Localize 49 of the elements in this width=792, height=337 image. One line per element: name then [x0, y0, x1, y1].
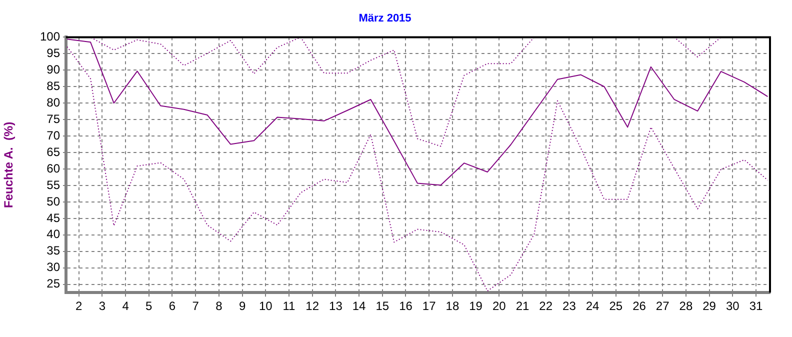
x-tick-label: 22	[539, 299, 553, 314]
x-tick-label: 21	[516, 299, 530, 314]
x-tick-label: 7	[192, 299, 200, 314]
x-tick-label: 3	[98, 299, 106, 314]
y-tick-label: 25	[46, 276, 60, 291]
y-tick-label: 60	[46, 161, 60, 176]
y-axis-title: Feuchte A. (%)	[2, 122, 16, 208]
chart-title: März 2015	[358, 12, 412, 25]
y-tick-label: 70	[46, 128, 60, 142]
y-tick-label: 95	[46, 46, 60, 60]
x-tick-label: 29	[702, 299, 716, 314]
y-tick-label: 50	[46, 194, 60, 208]
x-tick-label: 11	[282, 299, 296, 314]
x-tick-label: 8	[216, 299, 223, 314]
x-tick-label: 13	[329, 299, 343, 314]
x-tick-label: 14	[352, 299, 366, 314]
x-tick-label: 18	[446, 299, 460, 314]
y-tick-label: 100	[40, 30, 60, 44]
x-tick-label: 19	[469, 299, 483, 314]
y-tick-label: 75	[46, 112, 60, 126]
x-tick-label: 16	[399, 299, 413, 314]
y-tick-label: 40	[46, 227, 60, 242]
x-tick-label: 12	[306, 299, 320, 314]
x-tick-label: 27	[656, 299, 670, 314]
y-tick-label: 65	[46, 144, 60, 159]
x-tick-label: 23	[562, 299, 576, 314]
x-tick-label: 20	[492, 299, 506, 314]
x-tick-label: 10	[258, 299, 273, 314]
line-series	[66, 46, 768, 292]
x-tick-label: 2	[76, 299, 82, 314]
x-tick-label: 28	[679, 299, 693, 314]
x-tick-label: 17	[422, 299, 436, 314]
x-tick-label: 30	[726, 299, 740, 314]
x-tick-label: 5	[146, 299, 153, 314]
x-tick-label: 4	[122, 299, 130, 314]
x-tick-label: 26	[632, 299, 646, 314]
x-tick-label: 24	[586, 299, 600, 314]
x-tick-label: 25	[609, 299, 623, 314]
y-tick-label: 35	[46, 244, 60, 258]
x-tick-label: 31	[749, 299, 763, 314]
x-tick-label: 6	[168, 299, 176, 314]
x-tick-label: 9	[238, 299, 246, 314]
y-tick-label: 85	[46, 78, 60, 93]
y-tick-label: 90	[46, 62, 60, 76]
x-tick-label: 15	[376, 299, 390, 314]
y-tick-label: 45	[46, 210, 60, 225]
y-tick-label: 55	[46, 178, 60, 192]
y-tick-label: 80	[46, 95, 60, 110]
y-tick-label: 30	[46, 260, 60, 274]
